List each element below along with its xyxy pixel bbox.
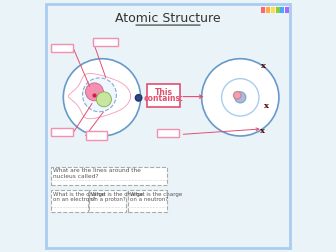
- Circle shape: [85, 83, 103, 101]
- FancyBboxPatch shape: [285, 7, 289, 13]
- Circle shape: [234, 92, 241, 99]
- Text: What is the charge
on a proton?: What is the charge on a proton?: [91, 192, 144, 202]
- Circle shape: [235, 92, 246, 103]
- Text: This: This: [155, 88, 173, 97]
- FancyBboxPatch shape: [271, 7, 275, 13]
- FancyBboxPatch shape: [93, 38, 118, 46]
- FancyBboxPatch shape: [51, 44, 73, 52]
- FancyBboxPatch shape: [86, 132, 107, 140]
- FancyBboxPatch shape: [128, 190, 167, 212]
- FancyBboxPatch shape: [157, 129, 179, 137]
- Text: What is the charge
on an electron?: What is the charge on an electron?: [53, 192, 105, 202]
- FancyBboxPatch shape: [89, 190, 126, 212]
- FancyBboxPatch shape: [51, 128, 73, 136]
- FancyBboxPatch shape: [276, 7, 280, 13]
- Text: x: x: [260, 127, 265, 135]
- Text: x: x: [261, 62, 266, 70]
- Circle shape: [63, 59, 140, 136]
- FancyBboxPatch shape: [46, 4, 290, 248]
- Circle shape: [221, 79, 259, 116]
- Text: Atomic Structure: Atomic Structure: [115, 12, 221, 25]
- Circle shape: [135, 94, 142, 101]
- Text: What is the charge
on a neutron?: What is the charge on a neutron?: [130, 192, 182, 202]
- Circle shape: [83, 78, 116, 112]
- Circle shape: [202, 59, 279, 136]
- Text: x: x: [264, 102, 269, 110]
- FancyBboxPatch shape: [147, 84, 180, 107]
- Text: contains:: contains:: [144, 93, 184, 103]
- Text: What are the lines around the
nucleus called?: What are the lines around the nucleus ca…: [53, 168, 141, 179]
- FancyBboxPatch shape: [51, 167, 167, 184]
- Circle shape: [96, 92, 112, 107]
- FancyBboxPatch shape: [266, 7, 270, 13]
- FancyBboxPatch shape: [51, 190, 88, 212]
- FancyBboxPatch shape: [281, 7, 284, 13]
- FancyBboxPatch shape: [261, 7, 265, 13]
